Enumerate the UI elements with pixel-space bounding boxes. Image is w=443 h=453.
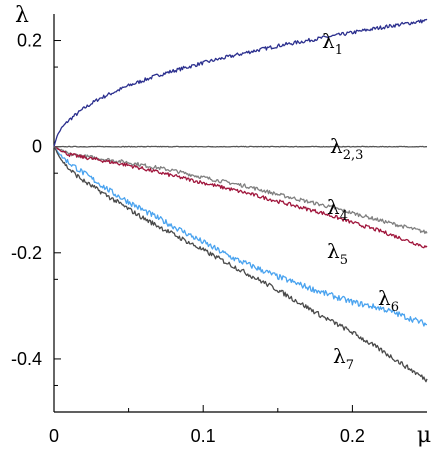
series-label-5: λ5 bbox=[327, 239, 348, 268]
series-line-1 bbox=[53, 18, 428, 147]
series-line-7 bbox=[53, 146, 428, 383]
series-label-4: λ4 bbox=[327, 195, 348, 224]
series-lines bbox=[53, 18, 428, 383]
x-tick-label: 0.2 bbox=[340, 426, 365, 446]
series-line-5 bbox=[53, 146, 428, 249]
series-label-7: λ7 bbox=[333, 344, 354, 373]
y-tick-label: 0.2 bbox=[17, 31, 42, 51]
series-line-6 bbox=[53, 146, 428, 327]
y-tick-label: -0.4 bbox=[11, 349, 42, 369]
x-tick-label: 0.1 bbox=[191, 426, 216, 446]
series-label-1: λ1 bbox=[322, 29, 343, 58]
series-labels: λ1 λ2,3 λ4 λ5 λ6 λ7 bbox=[322, 29, 399, 373]
series-label-6: λ6 bbox=[378, 286, 399, 315]
x-axis-label: μ bbox=[417, 423, 431, 448]
series-label-2-3: λ2,3 bbox=[330, 134, 363, 163]
axes: 0.2 0 -0.2 -0.4 0 0.1 0.2 λ μ bbox=[11, 3, 431, 448]
series-line-2-3 bbox=[53, 145, 428, 148]
series-line-4 bbox=[53, 146, 428, 235]
y-axis-label: λ bbox=[15, 3, 29, 28]
y-tick-label: -0.2 bbox=[11, 243, 42, 263]
x-tick-label: 0 bbox=[49, 426, 59, 446]
y-tick-label: 0 bbox=[32, 137, 42, 157]
